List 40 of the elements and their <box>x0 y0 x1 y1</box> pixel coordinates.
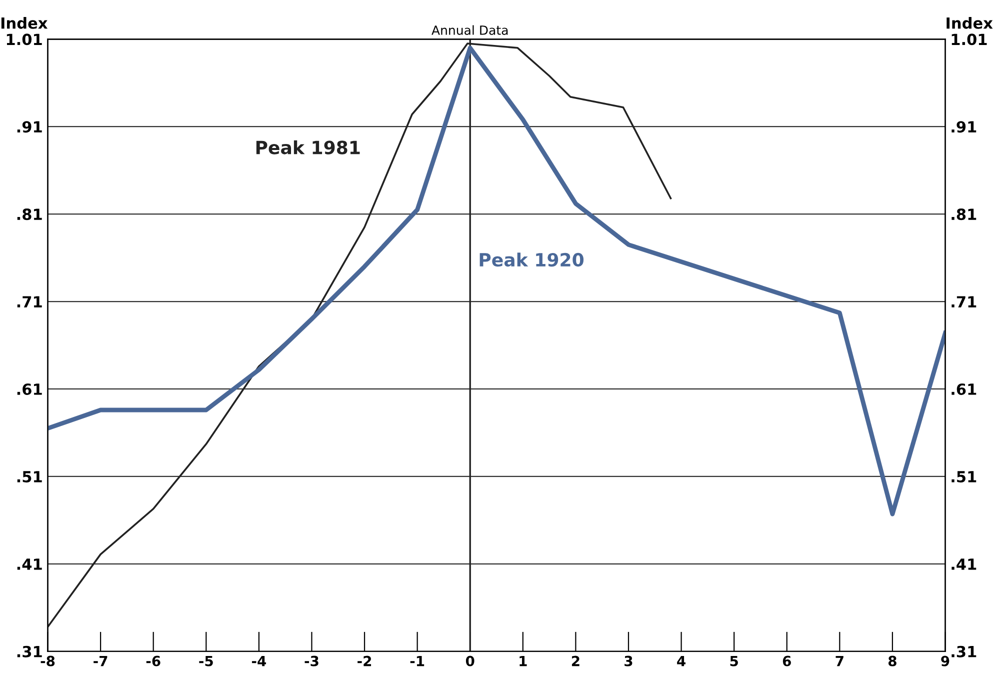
x-tick-label: -1 <box>410 656 424 666</box>
y-tick-label: .41 <box>17 558 42 570</box>
y-axis-title: Index <box>1 17 48 29</box>
x-tick-label: -7 <box>94 656 108 666</box>
y-tick-label: .51 <box>17 471 42 482</box>
y2-tick-label: .81 <box>952 208 976 220</box>
series-label: Peak 1920 <box>480 252 584 267</box>
ref-line-label: Annual Data <box>432 25 508 35</box>
line-series <box>48 46 946 516</box>
y2-tick-label: .31 <box>952 646 976 658</box>
y2-tick-label: .51 <box>952 471 976 482</box>
x-tick-label: -4 <box>252 656 266 666</box>
x-tick-label: 3 <box>624 656 632 666</box>
y2-tick-label: .91 <box>952 121 976 133</box>
y2-tick-label: .41 <box>952 558 976 570</box>
y2-tick-label: .71 <box>952 296 976 308</box>
y-tick-label: .61 <box>17 383 42 396</box>
x-tick-label: 4 <box>677 656 686 666</box>
x-tick-label: -5 <box>199 656 213 666</box>
y2-tick-label: .61 <box>952 383 976 396</box>
x-tick-label: 5 <box>730 656 738 666</box>
x-tick-label: -8 <box>40 656 55 666</box>
x-tick-label: -6 <box>146 656 160 666</box>
x-tick-label: -3 <box>304 656 318 666</box>
x-tick-label: 1 <box>520 656 527 666</box>
x-tick-label: 9 <box>941 656 950 666</box>
y2-axis-title: Index <box>946 17 993 29</box>
x-tick-label: 7 <box>836 656 844 666</box>
x-tick-label: -2 <box>358 656 372 666</box>
y-tick-label: .31 <box>17 646 42 658</box>
y2-tick-label: 1.01 <box>952 34 987 46</box>
y-tick-label: .71 <box>17 296 42 308</box>
series-label: Peak 1981 <box>256 140 360 154</box>
x-tick-label: 8 <box>888 656 896 666</box>
x-tick-label: 0 <box>466 656 474 666</box>
y-tick-label: .81 <box>17 208 42 220</box>
x-tick-label: 2 <box>572 656 580 666</box>
x-tick-label: 6 <box>782 656 791 666</box>
y-tick-label: .91 <box>17 121 42 133</box>
y-tick-label: 1.01 <box>6 34 42 46</box>
